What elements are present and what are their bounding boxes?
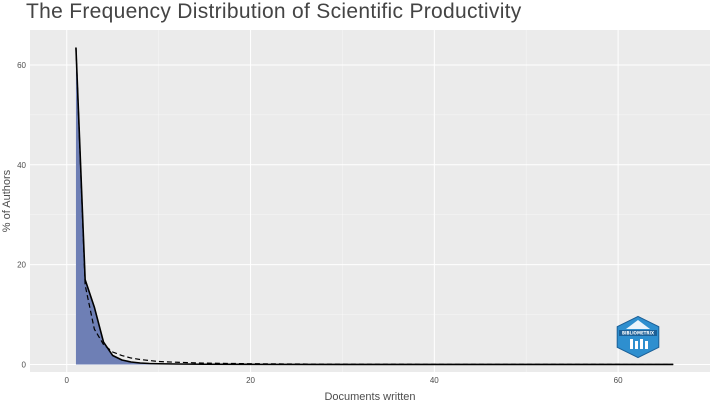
x-tick-label: 40 [430, 376, 439, 385]
x-tick-label: 60 [614, 376, 623, 385]
logo-bar [630, 339, 633, 349]
chart-title: The Frequency Distribution of Scientific… [26, 0, 522, 23]
logo-bar [645, 341, 648, 349]
x-axis-title: Documents written [324, 391, 415, 402]
logo-text: BIBLIOMETRIX [622, 331, 654, 336]
y-axis-title: % of Authors [1, 169, 13, 232]
x-tick-label: 20 [246, 376, 255, 385]
logo-bar [635, 341, 638, 349]
y-tick-label: 0 [22, 361, 27, 370]
logo-banner [619, 330, 657, 336]
bibliometrix-logo: BIBLIOMETRIX [616, 315, 660, 359]
logo-hexagon [616, 315, 660, 359]
x-tick-label: 0 [65, 376, 70, 385]
y-tick-label: 40 [17, 161, 26, 170]
logo-bar [640, 339, 643, 349]
plot-panel [30, 30, 710, 372]
y-tick-label: 60 [17, 61, 26, 70]
y-tick-label: 20 [17, 261, 26, 270]
logo-roof [626, 320, 650, 329]
theoretical-line [75, 47, 674, 366]
